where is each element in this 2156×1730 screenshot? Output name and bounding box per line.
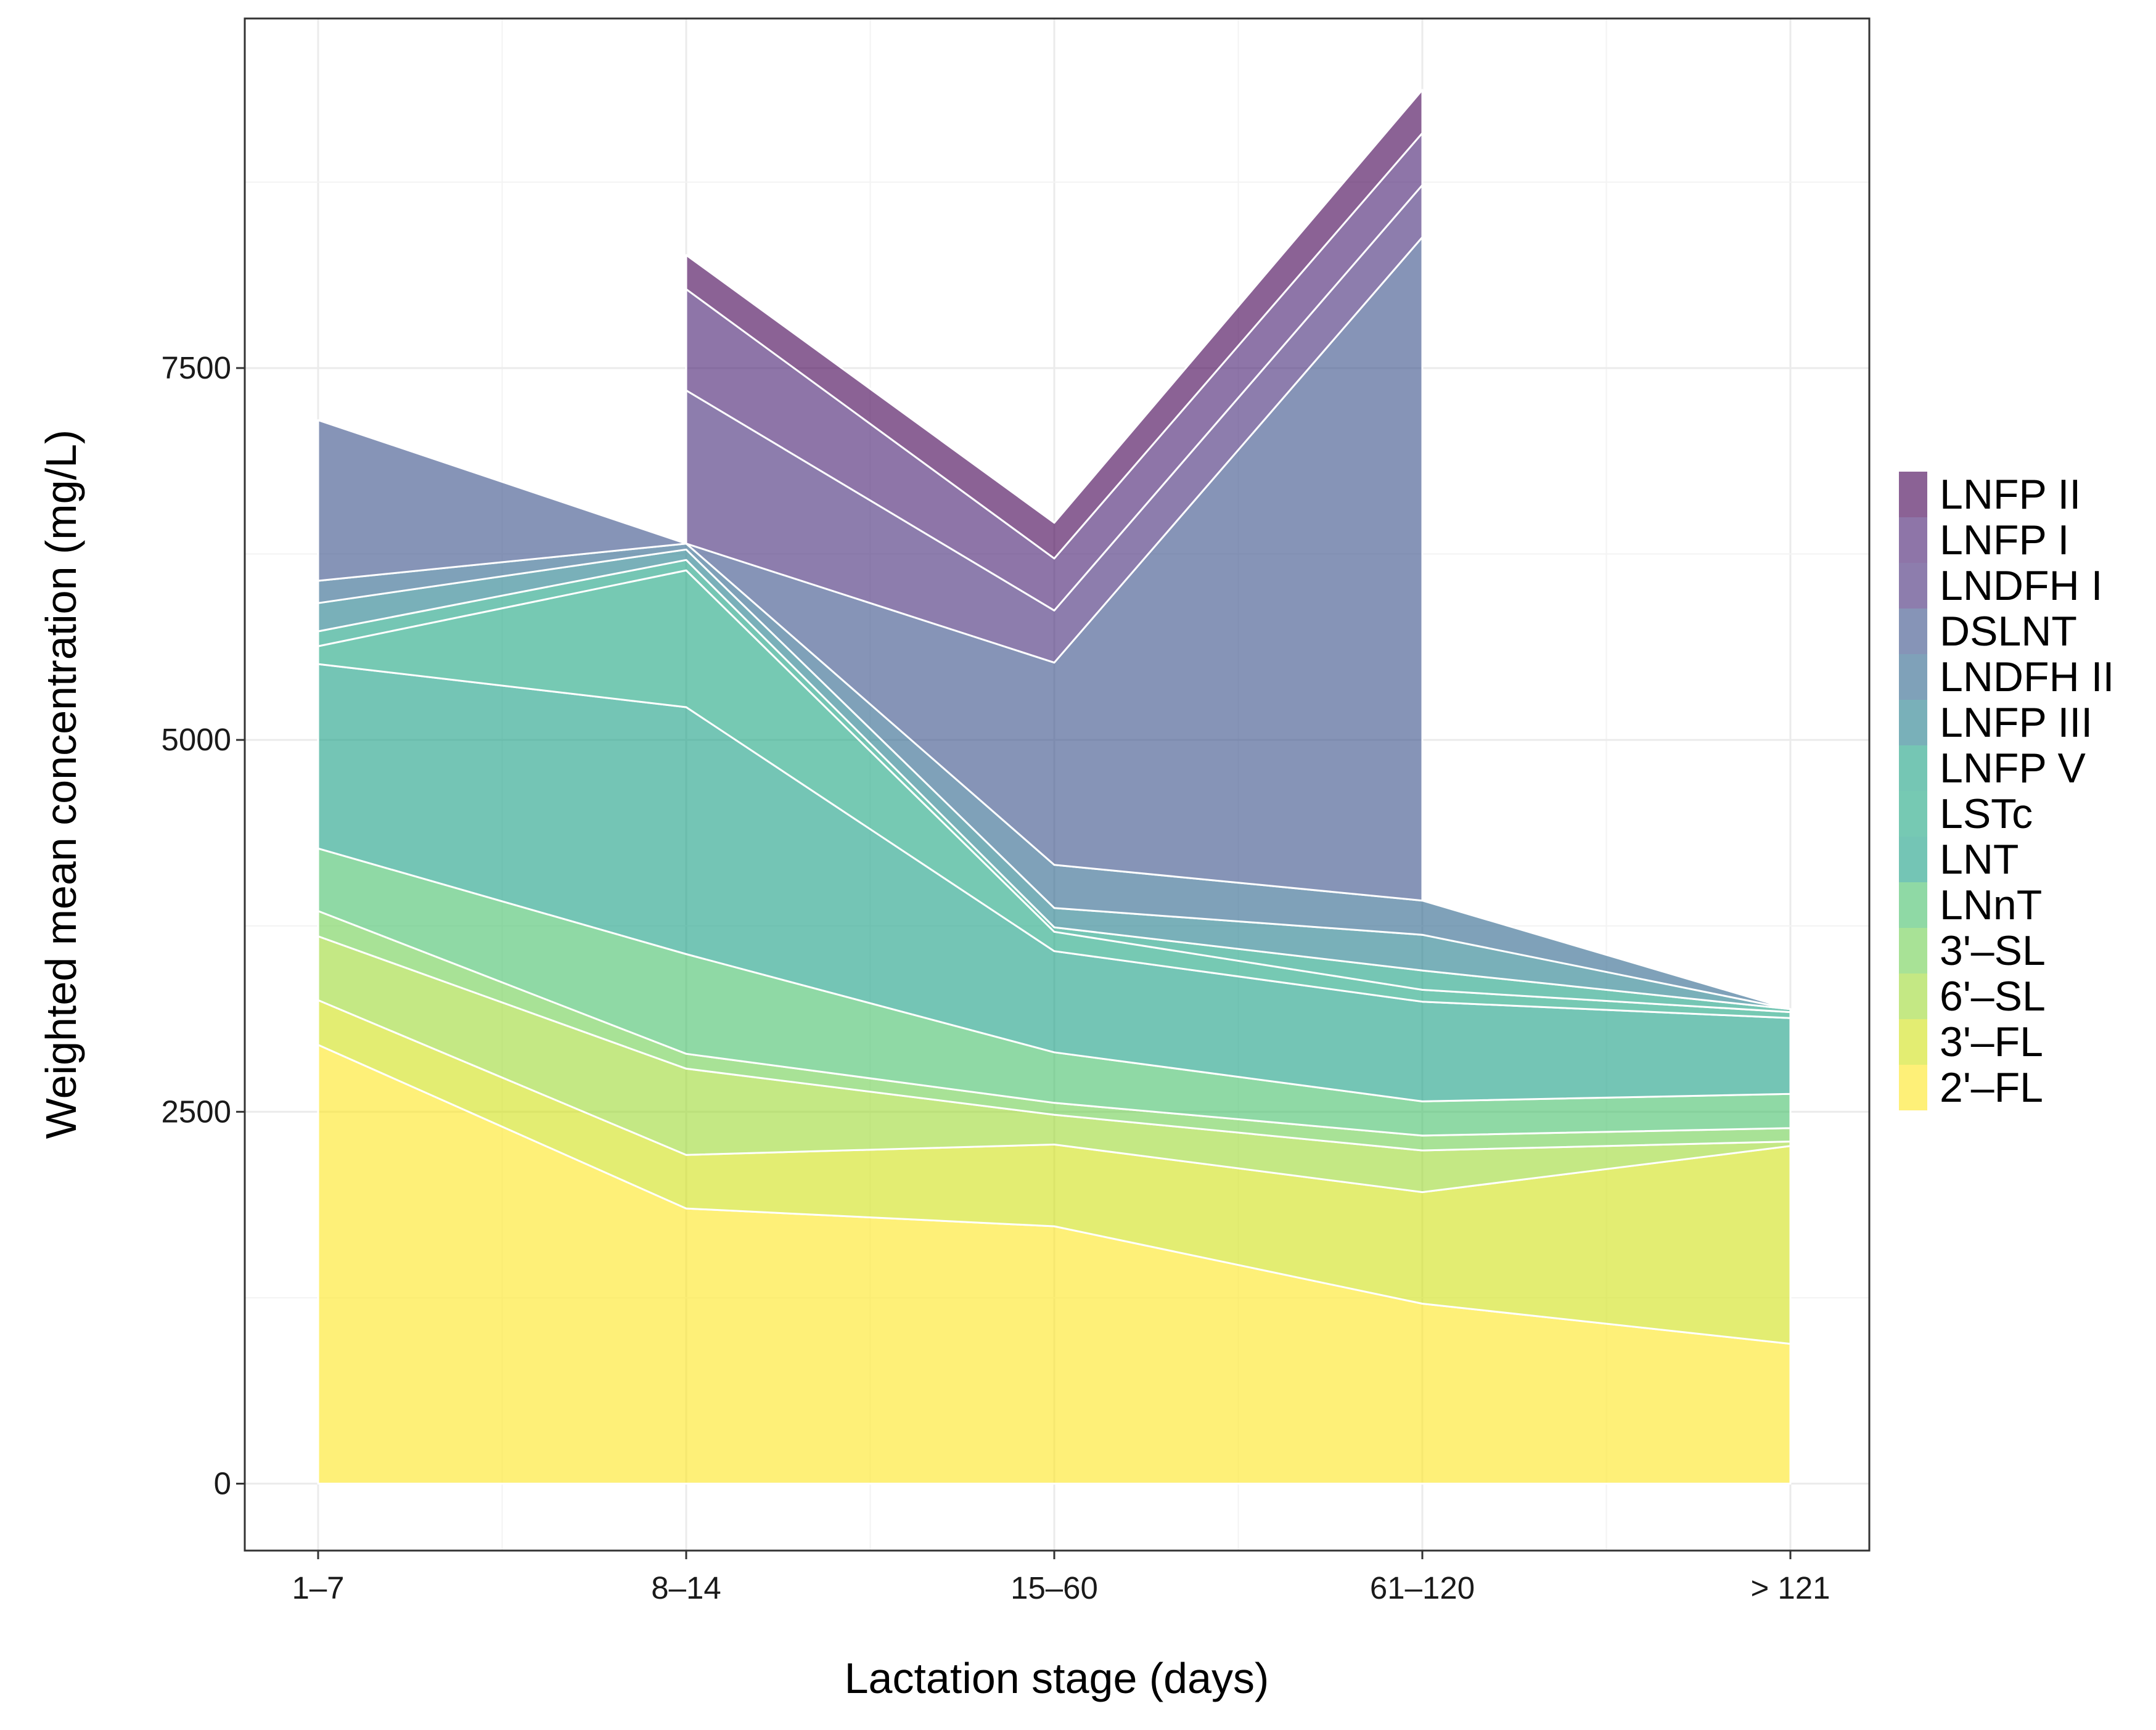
- area-lnfp-ii: [685, 89, 1424, 560]
- legend-label: 3'–FL: [1940, 1019, 2043, 1065]
- legend-swatch: [1899, 517, 1927, 563]
- legend-label: LSTc: [1940, 790, 2033, 837]
- legend-label: LNFP III: [1940, 699, 2092, 746]
- y-tick-label: 0: [214, 1466, 231, 1501]
- legend-label: LNnT: [1940, 882, 2042, 929]
- legend-swatch: [1899, 609, 1927, 654]
- x-tick-label: 15–60: [1010, 1570, 1098, 1605]
- legend-label: 2'–FL: [1940, 1064, 2043, 1111]
- x-tick-label: > 121: [1750, 1570, 1830, 1605]
- legend-label: LNDFH II: [1940, 654, 2114, 700]
- legend-label: LNFP II: [1940, 471, 2081, 518]
- legend-swatch: [1899, 837, 1927, 882]
- panel-border: [244, 17, 1871, 1552]
- x-axis-title: Lactation stage (days): [845, 1654, 1269, 1702]
- legend-swatch: [1899, 882, 1927, 928]
- legend-label: LNDFH I: [1940, 562, 2102, 609]
- legend-swatch: [1899, 928, 1927, 974]
- legend-swatch: [1899, 791, 1927, 837]
- legend-label: LNT: [1940, 836, 2019, 883]
- legend-swatch: [1899, 563, 1927, 609]
- y-axis: 0 2500 5000 7500: [162, 350, 245, 1501]
- legend-swatch: [1899, 472, 1927, 517]
- legend-label: LNFP V: [1940, 745, 2086, 792]
- y-tick-label: 2500: [162, 1094, 231, 1129]
- legend-label: DSLNT: [1940, 608, 2077, 655]
- legend-swatch: [1899, 1019, 1927, 1065]
- legend-swatch: [1899, 1065, 1927, 1110]
- stacked-areas: [317, 89, 1792, 1485]
- legend-swatch: [1899, 654, 1927, 700]
- y-tick-label: 7500: [162, 350, 231, 385]
- x-axis: 1–7 8–14 15–60 61–120 > 121: [292, 1551, 1830, 1605]
- x-tick-label: 61–120: [1370, 1570, 1475, 1605]
- legend-label: 6'–SL: [1940, 973, 2046, 1020]
- legend-swatch: [1899, 700, 1927, 745]
- y-axis-title: Weighted mean concentration (mg/L): [37, 430, 85, 1139]
- y-tick-label: 5000: [162, 722, 231, 757]
- legend-label: LNFP I: [1940, 517, 2069, 564]
- legend-label: 3'–SL: [1940, 927, 2046, 974]
- legend-swatch: [1899, 745, 1927, 791]
- legend-swatch: [1899, 974, 1927, 1019]
- x-tick-label: 8–14: [651, 1570, 721, 1605]
- x-tick-label: 1–7: [292, 1570, 344, 1605]
